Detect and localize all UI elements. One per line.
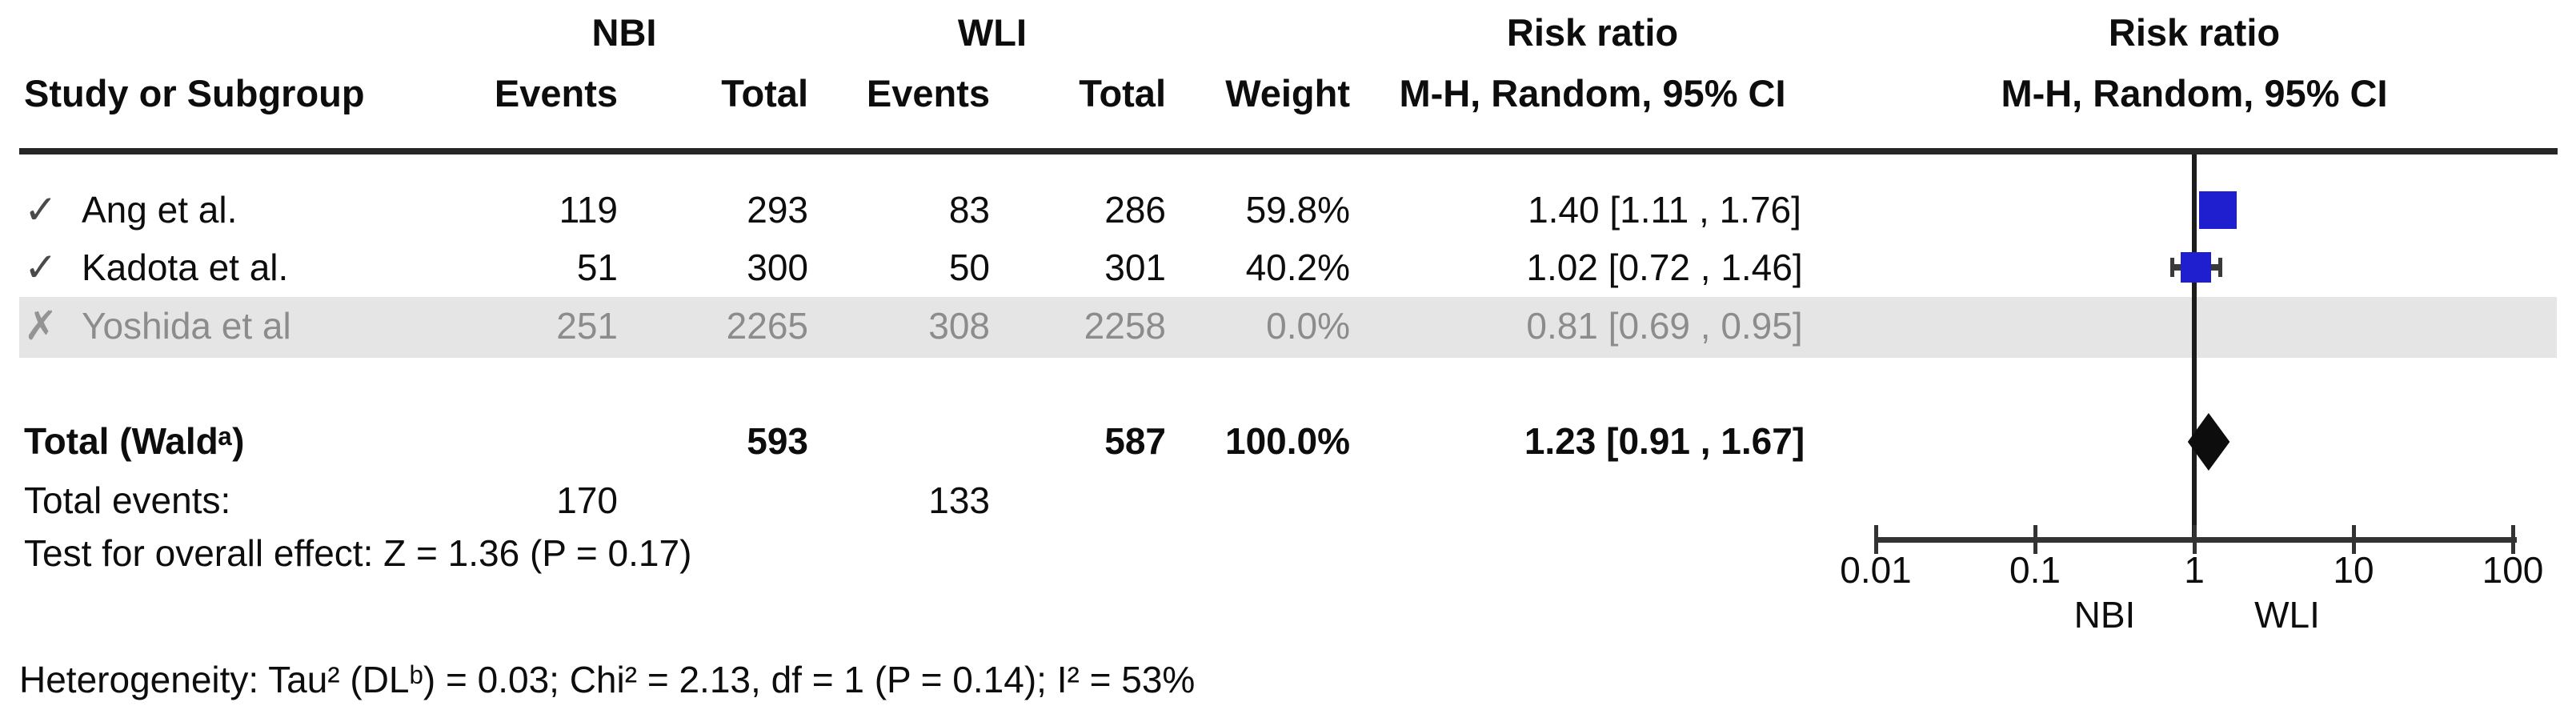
total-nbi-value: 300 <box>747 247 808 288</box>
x-axis-tick <box>2351 525 2356 554</box>
excluded-cross-icon: ✗ <box>24 303 58 348</box>
heterogeneity-text: Heterogeneity: Tau² (DLᵇ) = 0.03; Chi² =… <box>19 659 1196 700</box>
study-name: Yoshida et al <box>82 305 291 347</box>
total-wli-value: 2258 <box>1084 305 1166 347</box>
column-header-total-wli: Total <box>1079 72 1166 114</box>
total-wli-n: 587 <box>1104 420 1166 462</box>
weight-value: 59.8% <box>1245 189 1350 231</box>
column-header-weight: Weight <box>1225 72 1350 114</box>
risk-ratio-ci-text: 1.40 [1.11 , 1.76] <box>1528 189 1801 231</box>
total-nbi-value: 293 <box>747 189 808 231</box>
study-weight-square-marker <box>2180 252 2211 283</box>
total-effect-diamond <box>2187 413 2230 471</box>
events-nbi-value: 251 <box>556 305 618 347</box>
total-wli-value: 286 <box>1104 189 1166 231</box>
total-wli-value: 301 <box>1104 247 1166 288</box>
study-weight-square-marker <box>2198 191 2237 229</box>
events-wli-value: 308 <box>928 305 990 347</box>
study-label-cell: ✓ Kadota et al. <box>24 244 288 291</box>
axis-left-side-label: NBI <box>2073 594 2136 636</box>
study-label-cell: ✓ Ang et al. <box>24 187 237 233</box>
total-label: Total (Waldᵃ) <box>24 420 245 462</box>
total-events-label: Total events: <box>24 479 231 521</box>
x-axis-tick-label: 1 <box>2184 549 2205 591</box>
study-row-yoshida-excluded: ✗ Yoshida et al 251 2265 308 2258 0.0% 0… <box>0 303 2576 349</box>
x-axis-tick-label: 10 <box>2333 549 2374 591</box>
events-wli-value: 50 <box>948 247 990 288</box>
risk-ratio-text-column-title: Risk ratio <box>1506 11 1679 54</box>
risk-ratio-ci-text: 1.02 [0.72 , 1.46] <box>1526 247 1803 288</box>
overall-effect-row: Test for overall effect: Z = 1.36 (P = 0… <box>0 530 2576 576</box>
column-header-total-nbi: Total <box>721 72 808 114</box>
study-label-cell: ✗ Yoshida et al <box>24 303 291 349</box>
heterogeneity-row: Heterogeneity: Tau² (DLᵇ) = 0.03; Chi² =… <box>0 656 2576 703</box>
events-nbi-value: 51 <box>576 247 618 288</box>
total-events-row: Total events: 170 133 <box>0 477 2576 523</box>
events-wli-value: 83 <box>948 189 990 231</box>
study-name: Kadota et al. <box>82 247 289 288</box>
total-risk-ratio-ci-text: 1.23 [0.91 , 1.67] <box>1524 420 1805 462</box>
group-header-nbi: NBI <box>591 11 657 54</box>
total-events-wli: 133 <box>928 479 990 521</box>
total-nbi-value: 2265 <box>726 305 808 347</box>
study-name: Ang et al. <box>82 189 238 231</box>
x-axis-tick <box>2510 525 2515 554</box>
study-row-kadota: ✓ Kadota et al. 51 300 50 301 40.2% 1.02… <box>0 244 2576 291</box>
total-nbi-n: 593 <box>747 420 808 462</box>
column-header-study: Study or Subgroup <box>24 72 365 114</box>
x-axis-tick-label: 0.1 <box>2009 549 2061 591</box>
x-axis-tick <box>2033 525 2037 554</box>
header-divider-rule <box>19 148 2558 154</box>
weight-value: 0.0% <box>1266 305 1350 347</box>
risk-ratio-ci-text: 0.81 [0.69 , 0.95] <box>1526 305 1803 347</box>
column-header-mh-ci-plot: M-H, Random, 95% CI <box>2001 72 2388 114</box>
events-nbi-value: 119 <box>559 189 618 231</box>
column-header-events-wli: Events <box>866 72 990 114</box>
ci-whisker-right-cap <box>2217 258 2222 277</box>
weight-value: 40.2% <box>1245 247 1350 288</box>
total-weight: 100.0% <box>1224 420 1350 462</box>
group-header-row: NBI WLI Risk ratio Risk ratio <box>0 10 2576 56</box>
x-axis-tick <box>2192 525 2197 554</box>
column-header-events-nbi: Events <box>494 72 618 114</box>
included-check-icon: ✓ <box>24 245 58 290</box>
x-axis-tick-label: 100 <box>2482 549 2544 591</box>
total-row: Total (Waldᵃ) 593 587 100.0% 1.23 [0.91 … <box>0 418 2576 464</box>
overall-effect-text: Test for overall effect: Z = 1.36 (P = 0… <box>24 532 692 574</box>
x-axis-tick-label: 0.01 <box>1840 549 1912 591</box>
axis-right-side-label: WLI <box>2254 594 2320 636</box>
x-axis-line <box>1876 537 2517 543</box>
group-header-wli: WLI <box>957 11 1028 54</box>
excluded-row-highlight-band <box>19 297 2557 358</box>
x-axis-tick <box>1873 525 1878 554</box>
column-header-mh-ci-text: M-H, Random, 95% CI <box>1399 72 1786 114</box>
included-check-icon: ✓ <box>24 187 58 232</box>
risk-ratio-plot-column-title: Risk ratio <box>2108 11 2281 54</box>
total-events-nbi: 170 <box>556 479 618 521</box>
null-effect-line <box>2192 154 2197 540</box>
ci-whisker-left-cap <box>2169 258 2174 277</box>
study-row-ang: ✓ Ang et al. 119 293 83 286 59.8% 1.40 [… <box>0 187 2576 233</box>
column-header-row: Study or Subgroup Events Total Events To… <box>0 70 2576 117</box>
